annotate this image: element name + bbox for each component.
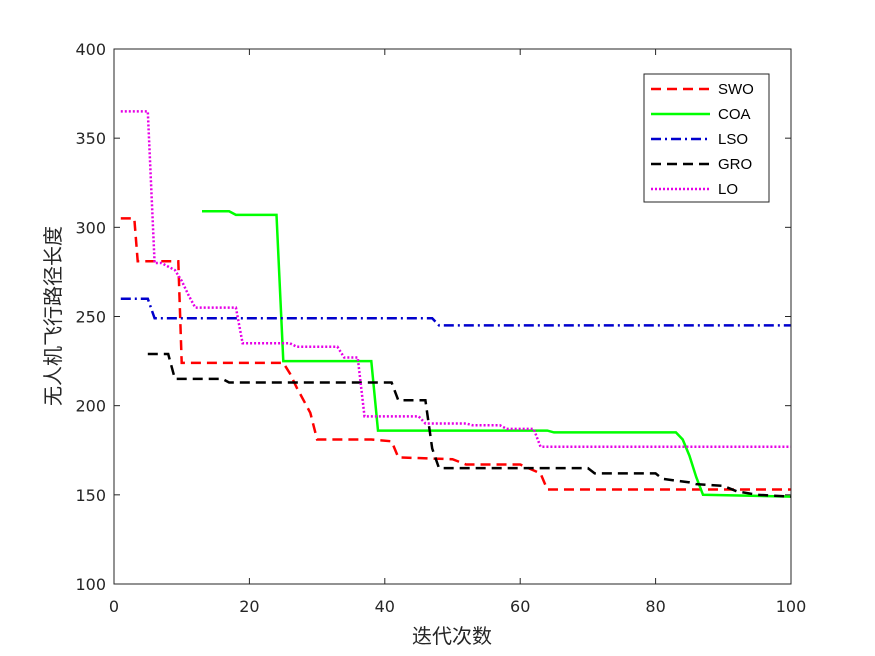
y-tick-label: 200 [75, 397, 106, 416]
series-layer [120, 110, 792, 498]
y-tick-label: 350 [75, 129, 106, 148]
x-tick-label: 0 [109, 597, 119, 616]
series-line-coa [202, 210, 792, 498]
series-line-lso [120, 297, 791, 327]
x-axis: 0 20 40 60 80 100 [109, 49, 806, 616]
x-tick-label: 20 [239, 597, 259, 616]
y-tick-label: 300 [75, 218, 106, 237]
legend-label-gro: GRO [718, 156, 752, 173]
y-axis-title: 无人机飞行路径长度 [41, 226, 65, 406]
x-tick-label: 40 [375, 597, 395, 616]
x-tick-label: 60 [510, 597, 530, 616]
legend-label-swo: SWO [718, 81, 754, 98]
x-tick-label: 80 [645, 597, 665, 616]
legend-label-lo: LO [718, 181, 738, 198]
x-axis-title: 迭代次数 [412, 624, 492, 648]
legend-label-lso: LSO [718, 131, 748, 148]
y-tick-label: 250 [75, 308, 106, 327]
y-axis: 100 150 200 250 300 350 400 [75, 40, 791, 594]
legend: SWO COA LSO GRO LO [643, 73, 770, 203]
legend-items: SWO COA LSO GRO LO [651, 81, 754, 198]
series-line-gro [147, 352, 792, 498]
x-tick-label: 100 [776, 597, 807, 616]
legend-label-coa: COA [718, 106, 751, 123]
y-tick-label: 150 [75, 486, 106, 505]
y-tick-label: 400 [75, 40, 106, 59]
y-tick-label: 100 [75, 575, 106, 594]
